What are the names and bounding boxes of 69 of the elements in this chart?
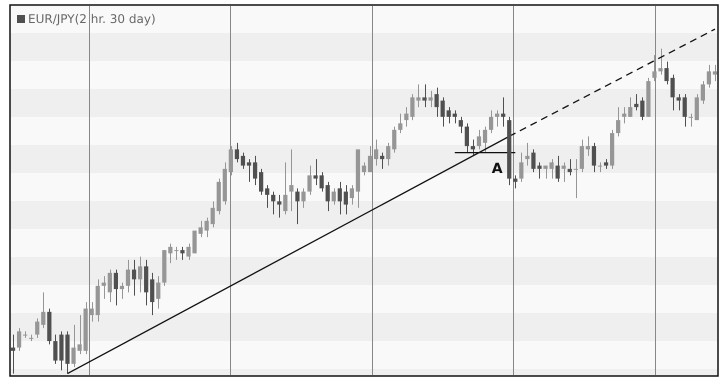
annotation: A xyxy=(492,161,503,178)
candlestick xyxy=(482,126,488,154)
candlestick xyxy=(289,148,294,212)
candlestick xyxy=(180,246,185,260)
candlestick xyxy=(519,152,524,182)
candlestick xyxy=(592,142,596,173)
candlestick xyxy=(531,148,536,173)
candlestick xyxy=(240,152,246,170)
candlestick xyxy=(271,191,276,215)
candlestick xyxy=(350,184,354,206)
candlestick xyxy=(562,162,566,182)
candlestick xyxy=(301,188,306,208)
candlestick xyxy=(404,106,408,128)
candlestick xyxy=(126,259,130,293)
candlestick xyxy=(574,158,578,199)
candlestick xyxy=(114,269,118,306)
candlestick xyxy=(488,110,494,134)
candlestick xyxy=(501,96,506,128)
candlestick xyxy=(513,174,518,189)
candlestick xyxy=(568,158,572,176)
candlestick xyxy=(652,54,657,82)
candlestick xyxy=(374,139,378,166)
candlestick xyxy=(549,158,554,180)
candlestick xyxy=(156,276,160,310)
legend-label: EUR/JPY(2 hr. 30 day) xyxy=(28,12,156,26)
candlestick xyxy=(307,165,312,196)
candlestick xyxy=(398,113,402,134)
candlestick xyxy=(53,334,58,364)
candlestick xyxy=(495,110,500,128)
candlestick xyxy=(700,80,705,104)
candlestick xyxy=(10,334,16,374)
candlestick xyxy=(368,146,372,173)
candlestick xyxy=(265,184,270,208)
candlestick xyxy=(362,162,366,176)
candlestick xyxy=(537,162,542,180)
candlestick xyxy=(580,139,584,173)
candlestick xyxy=(277,194,282,218)
candlestick xyxy=(283,162,288,215)
candlestick xyxy=(132,259,136,296)
candlestick xyxy=(332,188,336,206)
candlestick xyxy=(77,314,82,355)
candlestick xyxy=(616,106,620,137)
candlestick xyxy=(434,87,439,118)
candlestick xyxy=(71,324,76,368)
candlestick xyxy=(16,328,22,352)
candlestick xyxy=(410,94,415,121)
candlestick xyxy=(670,74,675,111)
candlestick xyxy=(186,243,191,260)
candlestick xyxy=(234,142,240,163)
candlestick xyxy=(706,64,712,88)
candlestick xyxy=(295,188,300,225)
candlestick xyxy=(138,256,142,293)
candlestick xyxy=(658,48,663,76)
candlestick xyxy=(228,146,233,176)
candlestick xyxy=(192,230,197,254)
candlestick xyxy=(664,61,669,85)
candlestick xyxy=(543,165,548,180)
candlestick xyxy=(586,136,590,156)
candlestick xyxy=(464,122,469,154)
candlestick xyxy=(470,139,476,156)
candlestick xyxy=(556,155,560,182)
candlestick xyxy=(252,155,258,186)
candlestick xyxy=(259,168,264,196)
candlestick xyxy=(198,220,203,238)
candlestick xyxy=(174,246,179,260)
candlestick xyxy=(458,116,463,134)
candlestick xyxy=(476,129,482,150)
candlestick xyxy=(380,152,384,170)
candlestick xyxy=(598,162,602,173)
